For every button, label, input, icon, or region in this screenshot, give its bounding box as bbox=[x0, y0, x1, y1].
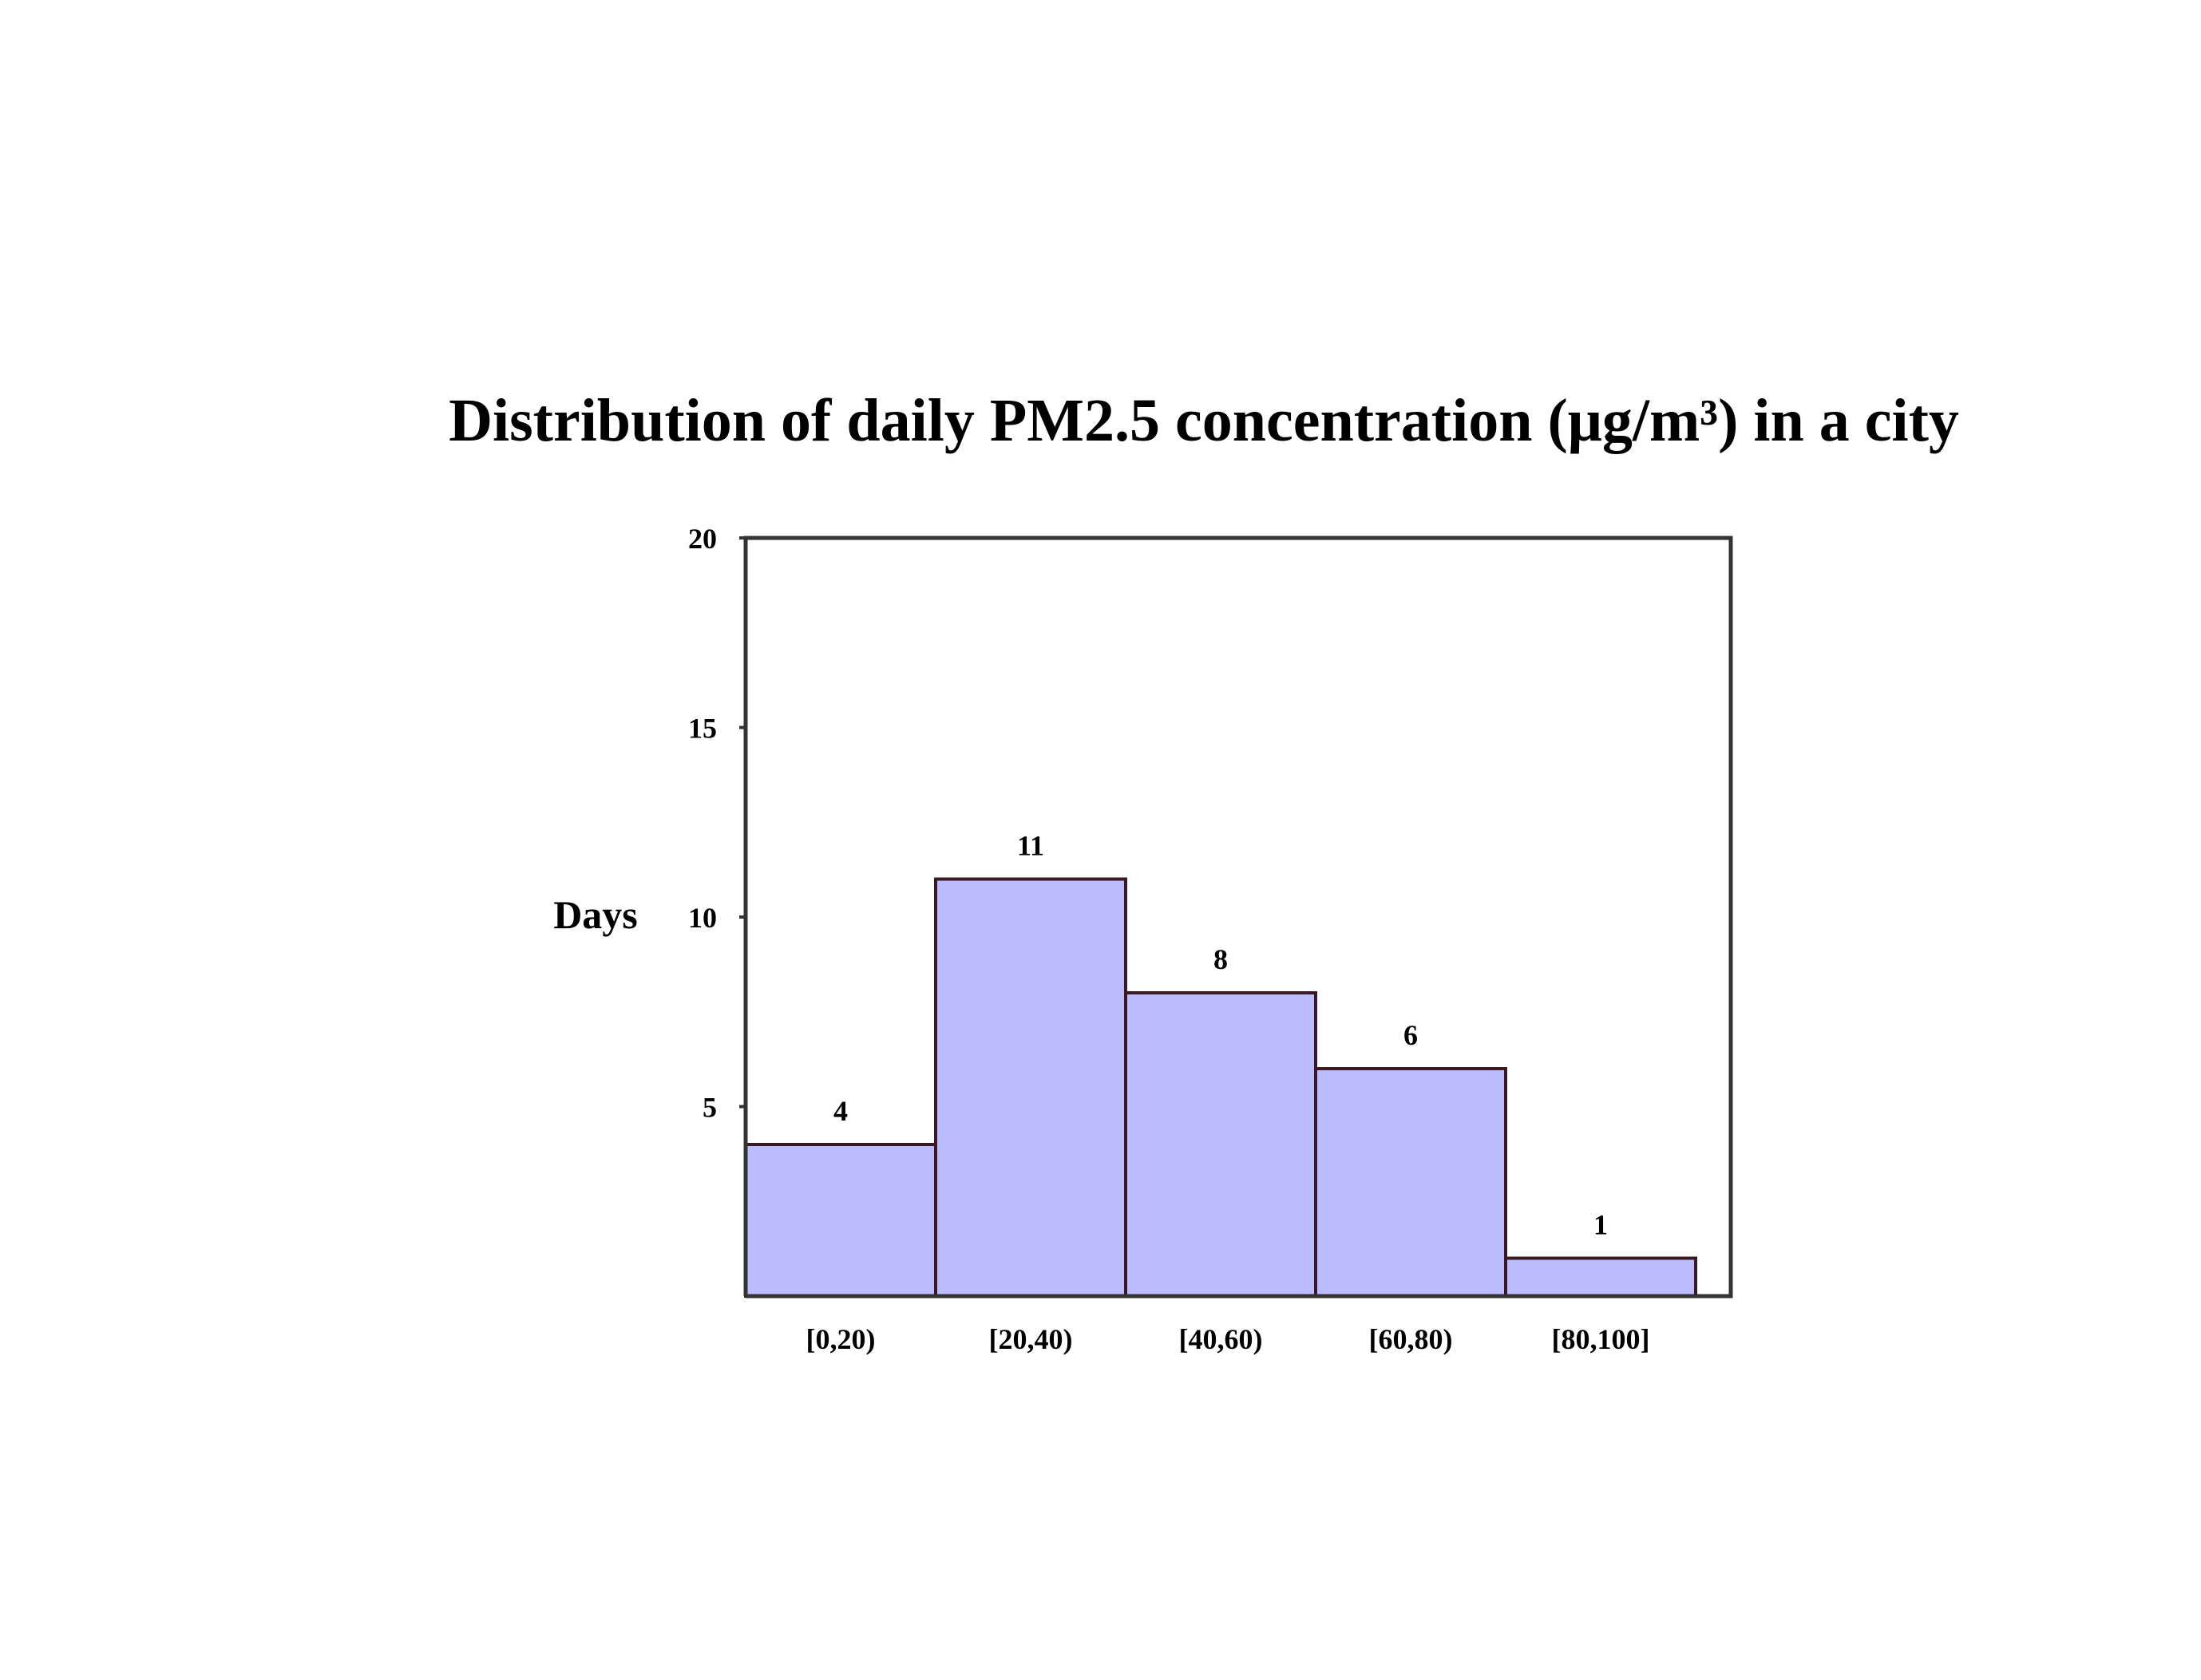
bars-layer bbox=[744, 877, 1697, 1298]
bar-2 bbox=[1124, 991, 1317, 1298]
bar-3 bbox=[1314, 1067, 1507, 1298]
data-label-4: 1 bbox=[1593, 1209, 1608, 1241]
bar-4 bbox=[1504, 1256, 1697, 1298]
data-label-3: 6 bbox=[1403, 1019, 1418, 1051]
plot-frame-outline bbox=[743, 536, 1733, 1299]
plot-frame bbox=[743, 536, 1733, 1299]
data-labels: 4 11 8 6 1 bbox=[833, 830, 1608, 1241]
y-axis-label: Days bbox=[553, 892, 638, 937]
x-category-label-1: [20,40) bbox=[989, 1323, 1073, 1355]
bar-0 bbox=[744, 1143, 937, 1298]
y-tick-label-3: 20 bbox=[688, 523, 717, 555]
x-category-label-4: [80,100] bbox=[1552, 1323, 1650, 1355]
data-label-2: 8 bbox=[1213, 943, 1228, 975]
y-ticks: 5 10 15 20 bbox=[688, 523, 746, 1124]
y-tick-label-2: 15 bbox=[688, 713, 717, 745]
bar-1 bbox=[934, 877, 1127, 1298]
y-tick-label-1: 10 bbox=[688, 902, 717, 934]
x-category-label-0: [0,20) bbox=[806, 1323, 876, 1355]
x-category-label-2: [40,60) bbox=[1179, 1323, 1263, 1355]
y-tick-label-0: 5 bbox=[703, 1092, 717, 1124]
x-category-label-3: [60,80) bbox=[1369, 1323, 1453, 1355]
data-label-0: 4 bbox=[833, 1095, 848, 1127]
data-label-1: 11 bbox=[1017, 830, 1044, 862]
x-category-labels: [0,20) [20,40) [40,60) [60,80) [80,100] bbox=[806, 1323, 1650, 1355]
chart-title: Distribution of daily PM2.5 concentratio… bbox=[449, 387, 1959, 454]
